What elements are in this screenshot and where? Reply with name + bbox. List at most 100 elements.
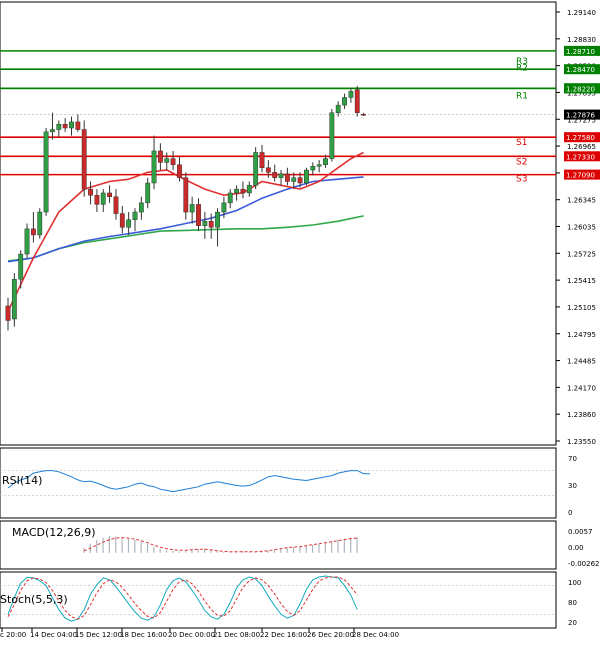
candle-body [202, 221, 208, 226]
candle-body [138, 202, 144, 213]
macd-pane: MACD(12,26,9) 0.0057 0.00 -0.00262 [0, 520, 599, 570]
candle-body [151, 150, 157, 184]
level-price-label: 1.27090 [566, 172, 595, 180]
x-tick-label: 26 Dec 20:00 [307, 631, 354, 639]
candle-body [323, 158, 328, 165]
y-tick-label: 1.24795 [567, 331, 596, 339]
stoch-pane-frame [0, 571, 557, 629]
y-tick-label: 1.24485 [567, 358, 596, 366]
level-price-label: 1.28470 [566, 66, 595, 74]
x-tick-label: 15 Dec 12:00 [75, 631, 122, 639]
candle-body [329, 112, 335, 159]
level-name-label: R2 [516, 64, 528, 74]
y-tick-label: 1.23550 [567, 438, 596, 446]
candle-body [227, 192, 233, 204]
candle-body [157, 150, 163, 163]
candle-body [145, 182, 151, 204]
y-tick-label: 1.29140 [567, 9, 596, 17]
candle-body [18, 253, 24, 280]
y-tick-label: 1.26965 [567, 143, 596, 151]
rsi-line [7, 470, 370, 493]
candle-body [164, 158, 170, 163]
y-tick-label: 1.23860 [567, 411, 596, 419]
stoch-pane: Stoch(5,5,3) 100 80 20 [0, 571, 581, 629]
candle-body [272, 172, 278, 178]
level-price-label: 1.28710 [566, 48, 595, 56]
candle-body [170, 158, 176, 165]
current-price-label: 1.27876 [566, 112, 595, 120]
candle-body [119, 213, 125, 228]
level-price-label: 1.27580 [566, 134, 595, 142]
candle-body [24, 228, 30, 255]
level-name-label: S1 [516, 138, 527, 148]
y-tick-label: 1.27275 [567, 116, 596, 124]
candle-body [43, 131, 49, 213]
candle-body [56, 124, 62, 130]
candle-body [291, 177, 297, 182]
candle-body [240, 188, 246, 194]
x-tick-label: c 20:00 [0, 631, 26, 639]
candle-body [94, 195, 100, 205]
price-pane: 1.291401.288301.285201.278951.272751.269… [0, 1, 600, 446]
level-price-tag [564, 64, 600, 75]
rsi-tick-label: 0 [568, 509, 572, 517]
current-price-tag [564, 109, 600, 120]
level-name-label: R1 [516, 91, 528, 101]
candle-body [31, 228, 36, 236]
level-name-label: R3 [516, 57, 528, 67]
candle-body [278, 173, 284, 178]
macd-signal-line [83, 537, 358, 553]
candle-body [221, 202, 227, 213]
candle-body [88, 188, 93, 196]
candle-body [62, 124, 68, 129]
y-tick-label: 1.26035 [567, 224, 596, 232]
candle-body [177, 164, 182, 178]
x-tick-label: 20 Dec 00:00 [168, 631, 215, 639]
y-tick-label: 1.28830 [567, 36, 596, 44]
stoch-tick-label: 100 [568, 579, 581, 587]
x-tick-label: 21 Dec 08:00 [213, 631, 260, 639]
y-tick-label: 1.27895 [567, 89, 596, 97]
candle-body [285, 173, 290, 182]
candle-body [259, 152, 265, 168]
level-name-label: S2 [516, 157, 527, 167]
y-tick-label: 1.25105 [567, 304, 596, 312]
candle-body [196, 204, 201, 226]
macd-tick-label: 0.00 [568, 544, 584, 552]
stoch-d-line [7, 576, 358, 620]
candle-body [183, 177, 189, 213]
stoch-tick-label: 20 [568, 619, 577, 627]
rsi-tick-label: 30 [568, 482, 577, 490]
candle-body [246, 185, 252, 194]
candle-body [126, 219, 132, 228]
level-price-tag [564, 169, 600, 180]
candle-body [304, 169, 309, 184]
candle-body [50, 129, 55, 133]
level-price-tag [564, 132, 600, 143]
candle-body [310, 166, 316, 171]
macd-tick-label: 0.0057 [568, 528, 593, 536]
x-tick-label: 22 Dec 16:00 [260, 631, 307, 639]
candle-body [11, 279, 17, 320]
y-tick-label: 1.25415 [567, 277, 596, 285]
rsi-pane-frame [0, 447, 557, 519]
candle-body [253, 152, 259, 186]
candle-body [361, 114, 366, 116]
candle-body [316, 164, 322, 167]
level-price-label: 1.28220 [566, 85, 595, 93]
candle-body [5, 305, 11, 321]
candle-body [342, 97, 347, 106]
ma-blue-line [7, 176, 364, 263]
candle-body [132, 211, 138, 220]
candle-body [107, 192, 113, 197]
candle-body [348, 91, 354, 98]
x-tick-label: 14 Dec 04:00 [30, 631, 77, 639]
stoch-k-line [7, 575, 358, 622]
rsi-pane: RSI(14) 70 30 0 [0, 447, 577, 519]
candle-body [69, 121, 74, 129]
candle-body [265, 167, 271, 173]
rsi-label: RSI(14) [2, 474, 42, 487]
